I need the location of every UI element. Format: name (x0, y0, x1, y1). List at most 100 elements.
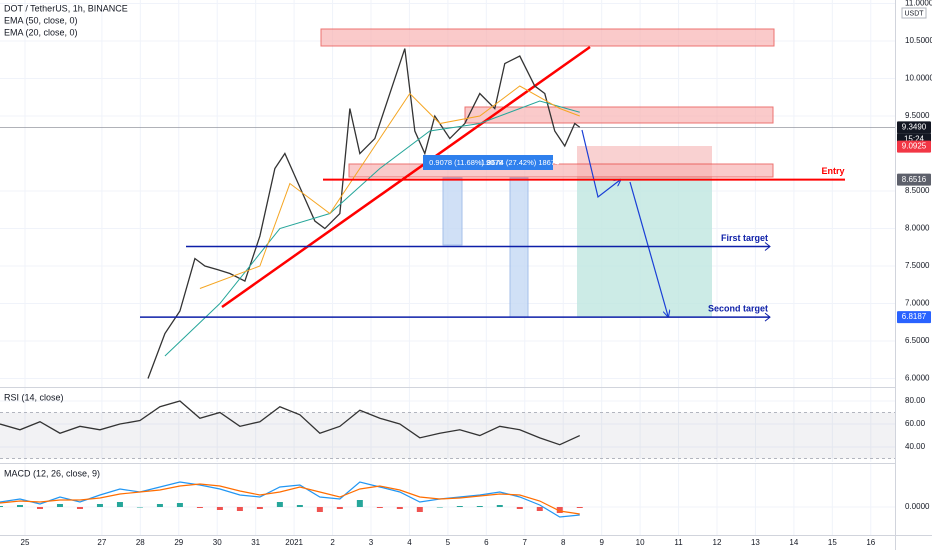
arrow (581, 129, 620, 199)
histogram-bar (496, 505, 503, 507)
panel-title: RSI (14, close) (4, 392, 64, 402)
currency: USDT (904, 10, 924, 17)
histogram-bar (216, 507, 223, 510)
price-label-box (897, 311, 931, 324)
x-tick-label: 31 (251, 538, 260, 547)
y-tick-label: 8.0000 (905, 224, 930, 233)
support-zone (348, 163, 774, 178)
x-tick-label: 2 (330, 538, 335, 547)
y-tick-label: 9.5000 (905, 111, 930, 120)
panel-title: MACD (12, 26, close, 9) (4, 468, 100, 478)
level-arrow (764, 312, 771, 322)
price-label-box (897, 140, 931, 153)
histogram-bar (336, 507, 343, 509)
trend-line (221, 45, 591, 309)
y-tick-label: 6.5000 (905, 336, 930, 345)
measure-bar (442, 177, 463, 246)
histogram-bar (456, 506, 463, 507)
x-tick-label: 2021 (285, 538, 303, 547)
x-tick-label: 12 (713, 538, 722, 547)
level-label: Entry (821, 166, 844, 176)
reward-zone (577, 178, 712, 317)
measure-label-box (487, 155, 553, 170)
y-tick-label: 11.0000 (905, 0, 932, 8)
y-tick-label: 60.00 (905, 419, 926, 428)
x-tick-label: 10 (636, 538, 645, 547)
y-tick-label: 80.00 (905, 396, 926, 405)
histogram-bar (116, 502, 123, 507)
price-label-box (897, 173, 931, 186)
measure-label: 0.9078 (11.68%) 9078 (429, 158, 503, 167)
x-tick-label: 4 (407, 538, 412, 547)
measure-bar (509, 177, 529, 318)
histogram-bar (176, 503, 183, 507)
arrow (629, 181, 668, 316)
x-tick-label: 28 (136, 538, 145, 547)
histogram-bar (36, 507, 43, 509)
histogram-bar (236, 507, 243, 511)
level-arrow (764, 242, 771, 251)
histogram-bar (356, 500, 363, 507)
line-series (0, 400, 581, 446)
line-series (0, 483, 580, 515)
indicator-label: EMA (20, close, 0) (4, 27, 78, 37)
y-tick-label: 0.0000 (905, 502, 930, 511)
line-series (199, 85, 580, 289)
histogram-bar (536, 507, 543, 511)
x-tick-label: 25 (21, 538, 30, 547)
y-tick-label: 10.0000 (905, 74, 932, 83)
indicator-label: EMA (50, close, 0) (4, 15, 78, 25)
histogram-bar (316, 507, 323, 512)
line-series (0, 481, 580, 518)
y-tick-label: 10.5000 (905, 36, 932, 45)
histogram-bar (96, 504, 103, 507)
x-tick-label: 5 (446, 538, 451, 547)
histogram-bar (296, 505, 303, 507)
line-series (164, 100, 580, 357)
histogram-bar (256, 507, 263, 509)
price-label: 9.0925 (902, 142, 927, 151)
symbol-title: DOT / TetherUS, 1h, BINANCE (4, 3, 128, 13)
histogram-bar (56, 504, 63, 507)
resistance-zone (464, 106, 774, 124)
y-tick-label: 8.5000 (905, 186, 930, 195)
histogram-bar (516, 507, 523, 509)
level-label: Second target (708, 303, 768, 313)
resistance-zone (320, 28, 775, 47)
x-tick-label: 3 (369, 538, 374, 547)
histogram-bar (0, 506, 3, 507)
histogram-bar (416, 507, 423, 512)
histogram-bar (276, 502, 283, 507)
histogram-bar (156, 504, 163, 507)
price-label-box (897, 121, 931, 134)
currency-box (901, 7, 927, 19)
histogram-bar (476, 506, 483, 507)
histogram-bar (376, 507, 383, 508)
x-tick-label: 7 (523, 538, 528, 547)
histogram-bar (16, 505, 23, 507)
rsi-band (0, 412, 895, 459)
y-tick-label: 40.00 (905, 442, 926, 451)
measure-label: 1.8674 (27.42%) 18674 (481, 158, 559, 167)
histogram-bar (576, 507, 583, 508)
y-tick-label: 6.0000 (905, 374, 930, 383)
x-tick-label: 6 (484, 538, 489, 547)
histogram-bar (396, 507, 403, 509)
y-tick-label: 7.0000 (905, 299, 930, 308)
x-tick-label: 27 (97, 538, 106, 547)
x-tick-label: 29 (174, 538, 183, 547)
histogram-bar (556, 507, 563, 513)
histogram-bar (76, 507, 83, 509)
x-tick-label: 11 (674, 538, 683, 547)
price-label: 9.3490 (902, 122, 927, 131)
histogram-bar (136, 507, 143, 508)
x-tick-label: 9 (599, 538, 604, 547)
histogram-bar (196, 507, 203, 508)
level-label: First target (721, 233, 768, 243)
countdown: 15:24 (904, 134, 925, 143)
x-tick-label: 13 (751, 538, 760, 547)
histogram-bar (436, 507, 443, 508)
price-label: 6.8187 (902, 312, 927, 321)
